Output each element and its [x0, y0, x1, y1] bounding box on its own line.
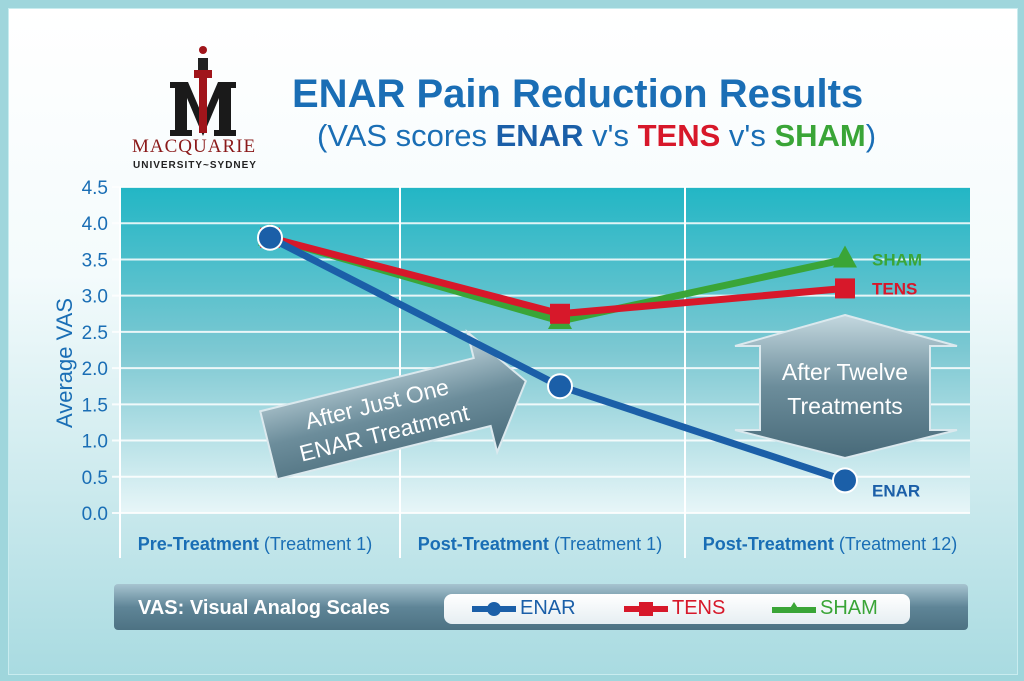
- x-tick-label-bold: Post-Treatment: [418, 534, 549, 554]
- x-tick-label-rest: (Treatment 1): [259, 534, 372, 554]
- legend-item-sham: SHAM: [772, 597, 878, 620]
- subtitle-suffix: ): [865, 118, 877, 153]
- legend-item-enar: ENAR: [472, 597, 576, 620]
- legend-label: ENAR: [520, 597, 576, 619]
- subtitle-sham: SHAM: [774, 118, 866, 153]
- arrow-updown-shape: [734, 313, 958, 460]
- x-tick-label-bold: Pre-Treatment: [138, 534, 259, 554]
- subtitle-prefix: (VAS scores: [317, 118, 496, 153]
- series-end-label-tens: TENS: [872, 279, 917, 298]
- y-tick-label: 0.5: [82, 468, 108, 489]
- data-point-tens: [550, 303, 570, 324]
- y-tick-label: 3.5: [82, 250, 108, 271]
- data-point-tens: [835, 278, 855, 299]
- x-tick-label: Post-Treatment (Treatment 1): [418, 534, 662, 554]
- subtitle-enar: ENAR: [495, 118, 584, 153]
- y-tick-label: 0.0: [82, 504, 108, 525]
- legend: ENAR TENS SHAM: [444, 594, 910, 624]
- y-tick-label: 1.0: [82, 432, 108, 453]
- legend-label: SHAM: [820, 597, 878, 619]
- logo-name: MACQUARIE: [132, 136, 257, 157]
- legend-label: TENS: [672, 597, 726, 619]
- x-tick-label: Post-Treatment (Treatment 12): [703, 534, 957, 554]
- annotation-arrow-twelve-treatments: After Twelve Treatments: [734, 313, 958, 460]
- legend-item-tens: TENS: [624, 597, 725, 620]
- arrow-right-shape: [259, 329, 528, 481]
- chart-subtitle: (VAS scores ENAR v's TENS v's SHAM): [317, 118, 876, 154]
- series-end-label-sham: SHAM: [872, 250, 922, 269]
- subtitle-vs: v's: [720, 118, 775, 153]
- y-tick-label: 1.5: [82, 395, 108, 416]
- legend-bar: VAS: Visual Analog Scales ENAR TENS SHAM: [114, 584, 968, 630]
- x-tick-label-bold: Post-Treatment: [703, 534, 834, 554]
- x-tick-label: Pre-Treatment (Treatment 1): [138, 534, 372, 554]
- legend-marker-tens-icon: [624, 601, 668, 616]
- x-tick-label-rest: (Treatment 1): [549, 534, 662, 554]
- y-tick-label: 2.0: [82, 359, 108, 380]
- annotation-text: After Twelve: [782, 359, 908, 385]
- data-point-sham: [833, 245, 857, 268]
- subtitle-vs: v's: [583, 118, 638, 153]
- macquarie-logo-icon: [170, 46, 236, 136]
- legend-title: VAS: Visual Analog Scales: [138, 597, 390, 619]
- x-tick-label-rest: (Treatment 12): [834, 534, 957, 554]
- y-tick-label: 4.5: [82, 178, 108, 199]
- subtitle-tens: TENS: [637, 118, 721, 153]
- annotation-text: Treatments: [787, 393, 902, 419]
- data-point-enar: [832, 467, 858, 494]
- legend-marker-sham-icon: [772, 601, 816, 613]
- logo-subtitle: UNIVERSITY~SYDNEY: [133, 160, 257, 171]
- series-end-label-enar: ENAR: [872, 481, 920, 500]
- data-point-enar: [547, 373, 573, 400]
- legend-marker-enar-icon: [472, 601, 516, 616]
- y-tick-label: 3.0: [82, 287, 108, 308]
- chart-title: ENAR Pain Reduction Results: [292, 72, 864, 116]
- data-point-enar: [257, 224, 283, 251]
- y-tick-label: 4.0: [82, 214, 108, 235]
- y-tick-label: 2.5: [82, 323, 108, 344]
